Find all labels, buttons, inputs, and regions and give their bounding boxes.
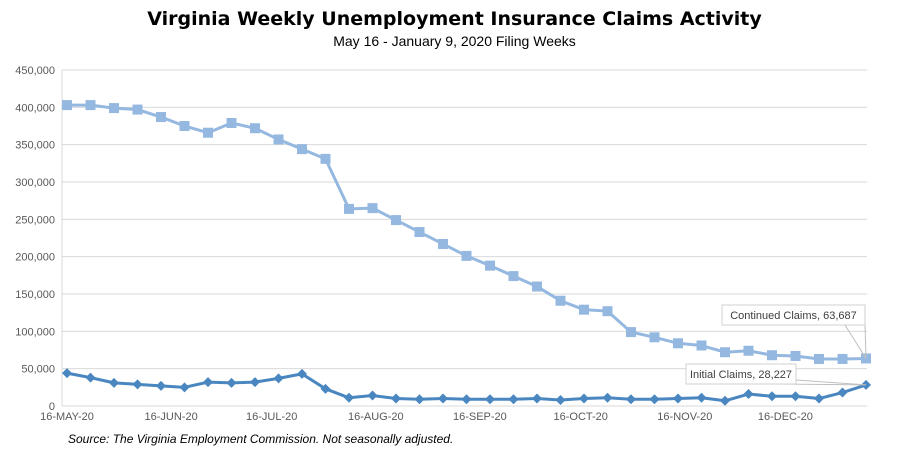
data-point	[602, 306, 613, 317]
data-point	[367, 203, 378, 214]
data-point	[344, 203, 354, 214]
data-point	[250, 123, 260, 134]
annotation-leader	[844, 324, 867, 359]
x-tick-label: 16-JUL-20	[246, 411, 297, 423]
data-point	[461, 394, 472, 405]
data-point	[602, 392, 613, 403]
data-point	[250, 377, 260, 388]
data-point	[485, 394, 495, 405]
data-point	[555, 295, 566, 306]
data-point	[85, 100, 96, 111]
data-point	[132, 379, 143, 390]
data-point	[156, 380, 166, 391]
chart-title: Virginia Weekly Unemployment Insurance C…	[147, 8, 762, 30]
y-tick-label: 50,000	[21, 364, 55, 376]
data-point	[790, 350, 801, 361]
data-point	[579, 304, 589, 315]
data-point	[532, 281, 542, 292]
data-point	[673, 393, 683, 404]
data-point	[720, 347, 730, 358]
data-point	[273, 373, 284, 384]
data-label: Continued Claims, 63,687	[730, 310, 857, 322]
data-point	[367, 390, 378, 401]
data-point	[62, 100, 72, 111]
data-point	[485, 260, 495, 271]
data-point	[814, 393, 824, 404]
data-point	[579, 393, 589, 404]
data-point	[438, 393, 448, 404]
data-point	[414, 394, 425, 405]
data-point	[696, 392, 707, 403]
data-point	[414, 227, 425, 238]
data-point	[696, 340, 707, 351]
data-point	[532, 393, 542, 404]
data-point	[508, 271, 519, 282]
x-tick-label: 16-SEP-20	[453, 411, 507, 423]
data-point	[203, 127, 213, 138]
data-point	[226, 118, 237, 129]
data-point	[461, 250, 472, 261]
y-tick-label: 250,000	[15, 214, 55, 226]
data-label: Initial Claims, 28,227	[690, 369, 792, 381]
data-point	[555, 395, 566, 406]
data-point	[203, 377, 213, 388]
annotation-leader	[864, 324, 867, 359]
data-point	[837, 387, 848, 398]
data-point	[179, 121, 190, 131]
data-point	[720, 395, 730, 406]
data-point	[391, 393, 401, 404]
data-point	[320, 383, 331, 394]
data-point	[743, 345, 754, 356]
annotation-box	[721, 304, 866, 326]
x-tick-label: 16-NOV-20	[657, 411, 712, 423]
y-tick-label: 150,000	[15, 289, 55, 301]
data-point	[626, 394, 636, 405]
data-point	[85, 372, 96, 383]
data-point	[626, 327, 636, 338]
data-point	[649, 332, 660, 343]
data-point	[673, 338, 683, 349]
data-point	[109, 377, 119, 388]
data-point	[320, 153, 331, 164]
data-point	[132, 104, 143, 115]
data-point	[837, 353, 848, 364]
data-point	[649, 394, 660, 405]
x-tick-label: 16-DEC-20	[758, 411, 813, 423]
data-point	[109, 103, 119, 114]
x-tick-label: 16-JUN-20	[145, 411, 198, 423]
x-tick-label: 16-OCT-20	[553, 411, 607, 423]
y-tick-label: 200,000	[15, 252, 55, 264]
data-point	[297, 144, 307, 155]
data-point	[743, 389, 754, 400]
annotation-box	[685, 363, 797, 385]
x-tick-label: 16-AUG-20	[348, 411, 404, 423]
data-point	[508, 394, 519, 405]
y-tick-label: 450,000	[15, 65, 55, 77]
source-note: Source: The Virginia Employment Commissi…	[68, 432, 454, 446]
data-point	[226, 377, 237, 388]
annotation-leader	[795, 379, 867, 386]
data-point	[344, 392, 354, 403]
data-point	[62, 368, 72, 379]
data-point	[391, 215, 401, 226]
y-tick-label: 350,000	[15, 140, 55, 152]
x-tick-label: 16-MAY-20	[40, 411, 94, 423]
data-point	[179, 382, 190, 393]
data-point	[438, 238, 448, 249]
y-tick-label: 400,000	[15, 102, 55, 114]
data-point	[814, 353, 824, 364]
data-point	[790, 391, 801, 402]
data-point	[156, 112, 166, 123]
y-tick-label: 100,000	[15, 326, 55, 338]
data-point	[273, 134, 284, 145]
data-point	[767, 350, 777, 361]
y-tick-label: 0	[49, 401, 55, 413]
data-point	[767, 391, 777, 402]
y-tick-label: 300,000	[15, 177, 55, 189]
chart-subtitle: May 16 - January 9, 2020 Filing Weeks	[333, 33, 576, 49]
data-point	[297, 368, 307, 379]
